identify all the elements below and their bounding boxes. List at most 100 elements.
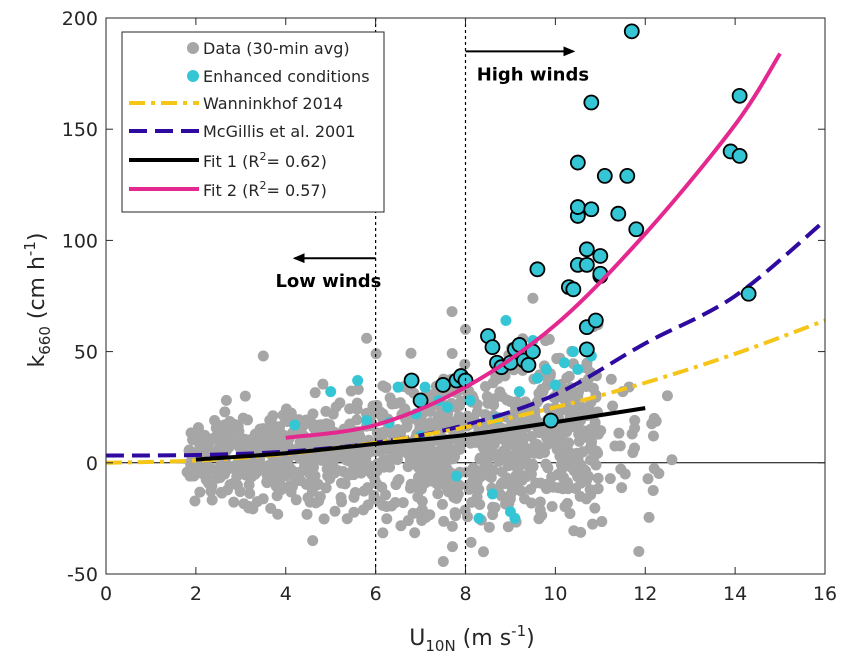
data-point bbox=[439, 478, 451, 490]
data-point bbox=[510, 470, 522, 482]
data-point bbox=[414, 445, 426, 457]
data-point bbox=[559, 393, 571, 405]
data-point bbox=[572, 420, 584, 432]
data-point bbox=[305, 417, 317, 429]
enhanced-outlined-point bbox=[619, 168, 636, 184]
data-point bbox=[317, 378, 329, 390]
data-point bbox=[575, 477, 587, 489]
y-tick-label: 50 bbox=[74, 342, 98, 364]
data-point bbox=[389, 451, 401, 463]
data-point bbox=[592, 472, 604, 484]
data-point bbox=[365, 460, 377, 472]
data-point bbox=[585, 484, 597, 496]
data-point bbox=[460, 323, 471, 335]
legend-label-fit1-pre: Fit 1 (R bbox=[203, 152, 259, 171]
enhanced-outlined-point bbox=[610, 205, 627, 222]
x-axis-label-sub: 10N bbox=[425, 637, 455, 655]
data-point bbox=[562, 450, 574, 462]
plot-marks bbox=[106, 23, 825, 568]
data-point bbox=[527, 292, 539, 304]
data-point bbox=[446, 347, 458, 359]
data-point bbox=[581, 378, 593, 390]
x-tick-label: 16 bbox=[813, 583, 837, 605]
data-point bbox=[237, 412, 249, 424]
data-point bbox=[315, 419, 327, 431]
data-point bbox=[592, 447, 604, 459]
enhanced-outlined-point bbox=[403, 372, 420, 389]
data-point bbox=[563, 370, 575, 382]
data-point bbox=[310, 497, 322, 509]
data-point bbox=[434, 413, 446, 425]
data-point bbox=[515, 485, 527, 497]
data-point bbox=[468, 462, 480, 474]
enhanced-point bbox=[549, 379, 561, 391]
data-point bbox=[480, 381, 492, 393]
data-point bbox=[573, 435, 585, 447]
data-point bbox=[574, 490, 586, 502]
y-tick-label: 100 bbox=[62, 230, 98, 252]
x-axis-label-sup: -1 bbox=[511, 622, 526, 640]
data-point bbox=[589, 502, 601, 514]
y-axis-label-close: ) bbox=[25, 233, 50, 242]
data-point bbox=[590, 459, 602, 471]
enhanced-point bbox=[486, 488, 498, 500]
data-point bbox=[284, 462, 296, 474]
data-point bbox=[228, 422, 240, 434]
data-point bbox=[395, 520, 407, 532]
enhanced-outlined-point bbox=[578, 256, 595, 273]
data-point bbox=[619, 468, 631, 480]
data-point bbox=[342, 469, 354, 481]
data-point bbox=[446, 541, 458, 553]
data-point bbox=[428, 474, 440, 486]
data-point bbox=[307, 408, 319, 420]
data-point bbox=[412, 491, 424, 503]
data-point bbox=[424, 421, 436, 433]
data-point bbox=[497, 445, 509, 457]
data-point bbox=[488, 399, 500, 411]
data-point bbox=[581, 361, 593, 373]
legend-label-fit2: Fit 2 (R2= 0.57) bbox=[203, 179, 327, 200]
data-point bbox=[479, 409, 491, 421]
data-point bbox=[211, 472, 223, 484]
enhanced-point bbox=[513, 386, 525, 398]
enhanced-point bbox=[531, 372, 543, 384]
data-point bbox=[189, 495, 201, 507]
data-point bbox=[425, 446, 437, 458]
data-point bbox=[220, 429, 232, 441]
data-point bbox=[271, 490, 283, 502]
data-point bbox=[568, 525, 580, 537]
legend-label-fit2-sup: 2 bbox=[259, 179, 266, 192]
legend-label-fit1-post: = 0.62) bbox=[266, 152, 326, 171]
data-point bbox=[244, 487, 256, 499]
data-point bbox=[320, 405, 332, 417]
legend: Data (30-min avg) Enhanced conditions Wa… bbox=[121, 31, 385, 213]
enhanced-outlined-point bbox=[583, 201, 600, 218]
enhanced-outlined-point bbox=[731, 147, 748, 164]
data-point bbox=[487, 464, 499, 476]
data-point bbox=[296, 465, 308, 477]
data-point bbox=[397, 497, 409, 509]
data-point bbox=[220, 394, 232, 406]
enhanced-outlined-point bbox=[596, 168, 613, 184]
data-point bbox=[305, 465, 317, 477]
data-point bbox=[407, 507, 419, 519]
data-point bbox=[294, 436, 306, 448]
fit2-curve bbox=[285, 52, 782, 440]
y-axis-label-main: k bbox=[25, 355, 50, 368]
data-point bbox=[534, 496, 546, 508]
legend-label-fit1: Fit 1 (R2= 0.62) bbox=[203, 150, 327, 171]
x-axis-label: U10N (m s-1) bbox=[409, 622, 534, 655]
data-point bbox=[307, 535, 319, 547]
data-point bbox=[495, 478, 507, 490]
data-point bbox=[345, 447, 357, 459]
data-point bbox=[525, 431, 537, 442]
data-point bbox=[446, 306, 458, 318]
data-point bbox=[257, 493, 269, 505]
data-point bbox=[633, 545, 645, 557]
data-point bbox=[405, 347, 417, 359]
data-point bbox=[562, 483, 574, 495]
data-point bbox=[257, 350, 269, 362]
data-point bbox=[239, 390, 251, 402]
data-point bbox=[541, 432, 553, 444]
